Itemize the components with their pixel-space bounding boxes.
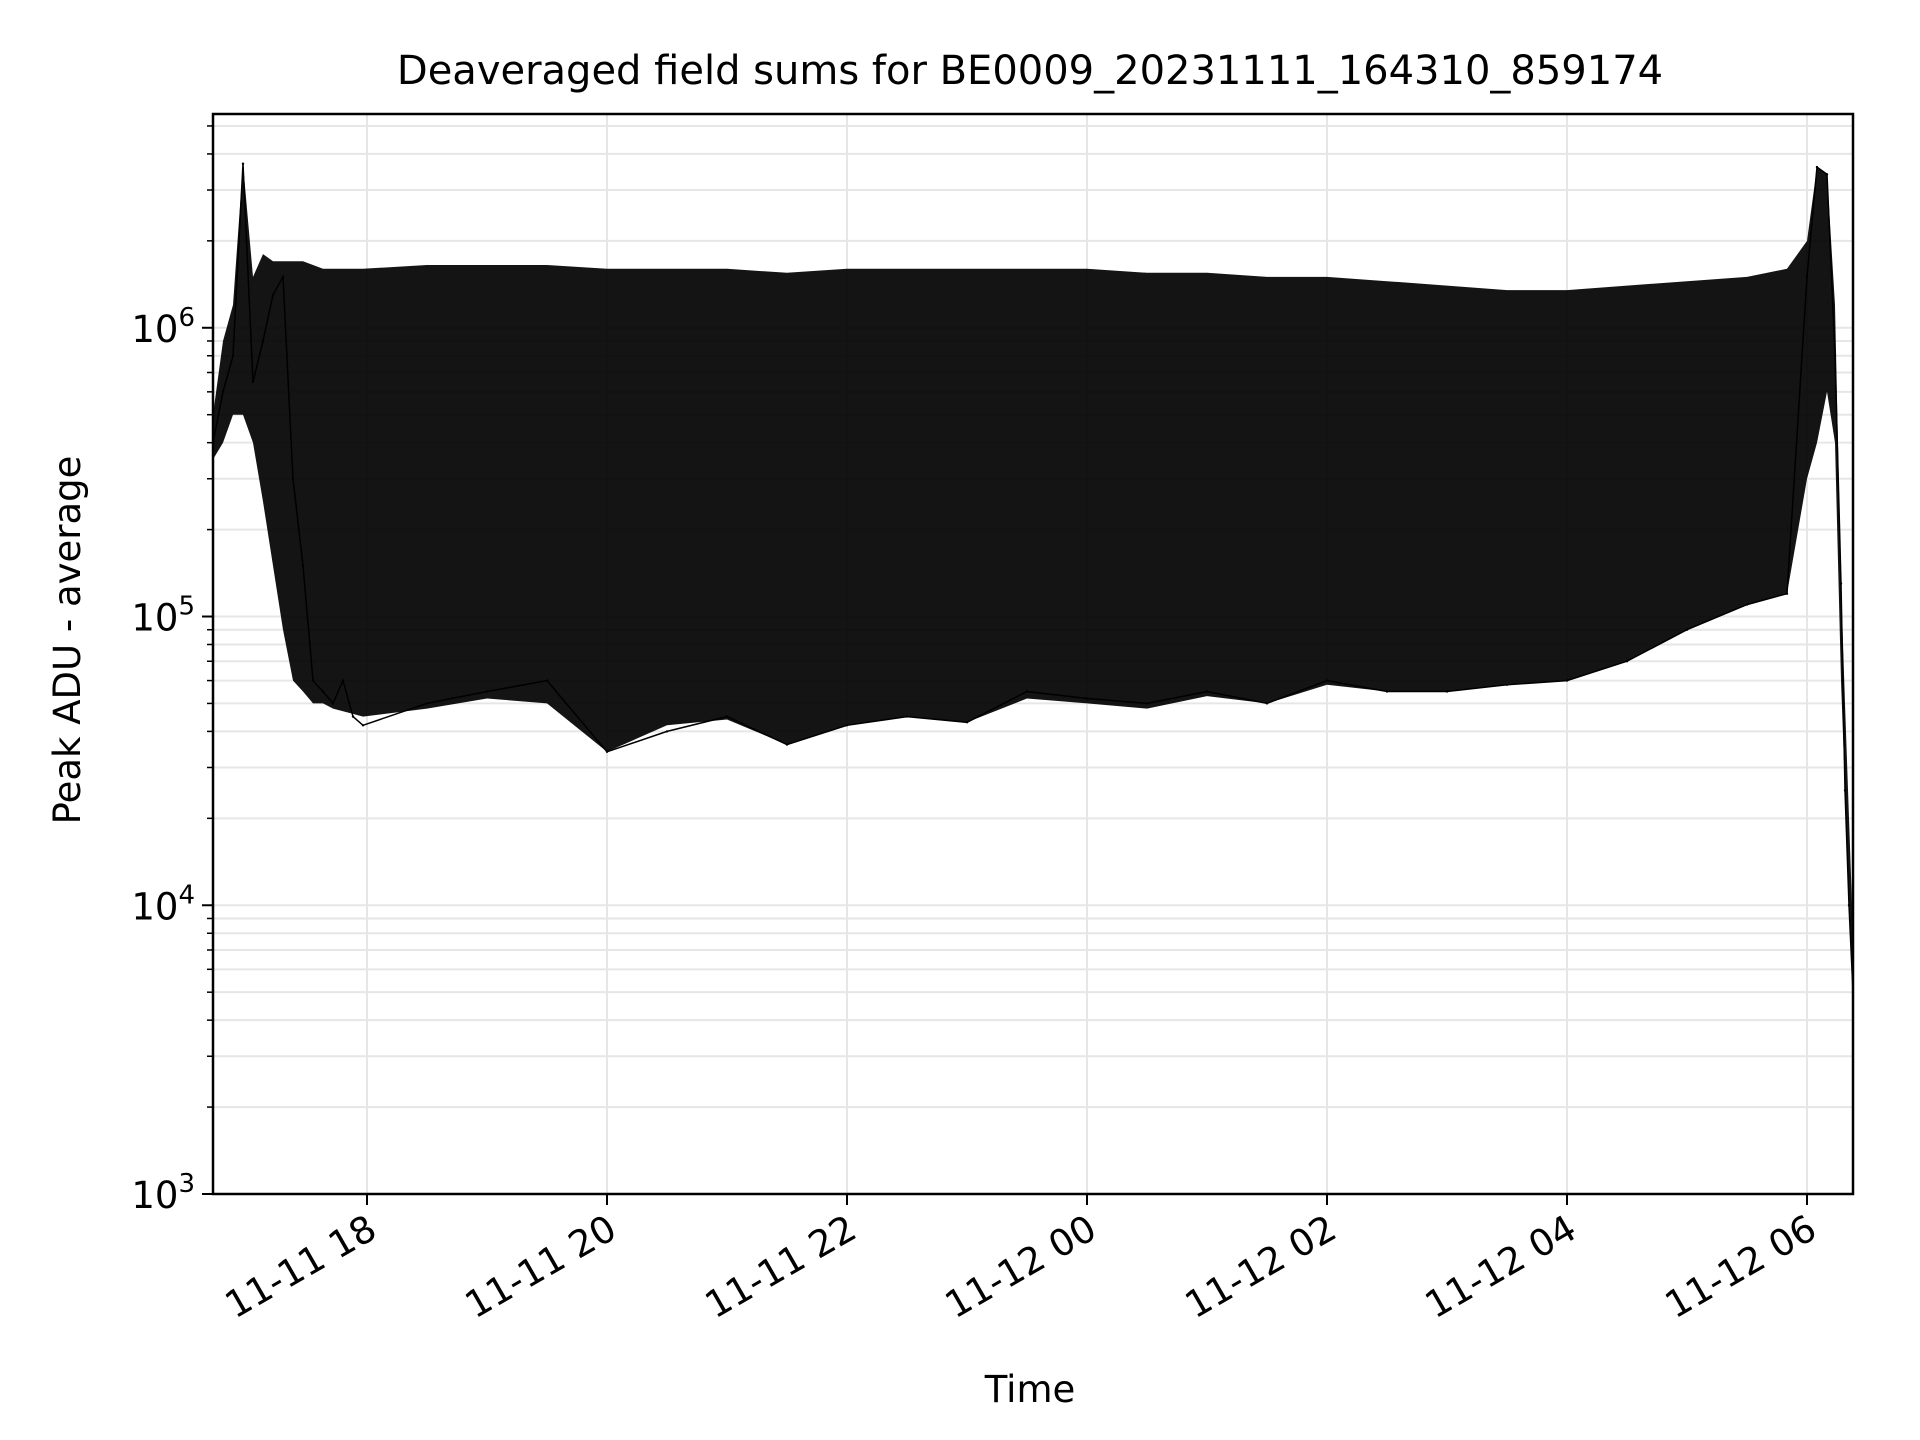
y-tick-label-exponent: 5 <box>178 592 195 622</box>
data-point <box>1833 354 1837 357</box>
data-point <box>241 162 245 165</box>
data-point <box>301 564 305 567</box>
data-point <box>725 715 729 718</box>
data-point <box>1625 660 1629 663</box>
data-point <box>965 721 969 724</box>
data-point <box>1825 173 1829 176</box>
data-point <box>485 690 489 693</box>
plot-frame <box>211 112 1855 1196</box>
chart-title: Deaveraged field sums for BE0009_2023111… <box>397 48 1663 94</box>
data-point <box>341 679 345 682</box>
data-point <box>321 690 325 693</box>
x-tick-label: 11-12 06 <box>1658 1207 1824 1327</box>
data-point <box>271 293 275 297</box>
series-envelope <box>213 163 1853 993</box>
data-point <box>1685 628 1689 631</box>
y-tick-label: 103 <box>131 1169 195 1217</box>
data-point <box>1847 904 1851 907</box>
y-tick-label-base: 10 <box>131 308 178 351</box>
data-point <box>1785 592 1789 595</box>
data-point <box>1385 690 1389 693</box>
data-point <box>1565 679 1569 682</box>
series-line <box>212 163 1854 993</box>
data-point <box>1325 679 1329 682</box>
data-point <box>221 390 225 393</box>
data-point <box>291 477 295 480</box>
data-point <box>1815 165 1819 169</box>
data-point <box>261 339 265 343</box>
data-point <box>1839 582 1843 585</box>
data-point <box>1025 690 1029 693</box>
data-point <box>845 724 849 727</box>
data-point <box>1205 690 1209 693</box>
y-tick-label-exponent: 4 <box>178 880 195 910</box>
data-point <box>785 743 789 746</box>
y-tick-label-base: 10 <box>131 885 178 928</box>
x-tick-label: 11-12 04 <box>1418 1207 1584 1327</box>
data-point <box>545 679 549 682</box>
data-point <box>281 275 285 279</box>
data-point <box>1265 702 1269 705</box>
data-point <box>251 380 255 383</box>
y-tick-label: 104 <box>131 880 195 928</box>
x-tick-label: 11-11 18 <box>218 1207 384 1327</box>
y-tick-label: 105 <box>131 592 195 640</box>
plot-area <box>211 162 1855 994</box>
y-tick-label-exponent: 6 <box>178 303 195 333</box>
x-tick-label: 11-12 02 <box>1178 1207 1344 1327</box>
data-point <box>1805 275 1809 279</box>
data-point <box>905 715 909 718</box>
x-tick-label: 11-11 20 <box>458 1207 624 1327</box>
data-point <box>665 730 669 733</box>
data-point <box>1843 789 1847 792</box>
y-tick-label: 106 <box>131 303 195 351</box>
y-tick-label-base: 10 <box>131 597 178 640</box>
data-point <box>361 724 365 727</box>
x-tick-label: 11-12 00 <box>938 1207 1104 1327</box>
data-point <box>605 750 609 753</box>
data-point <box>331 702 335 705</box>
y-axis-label: Peak ADU - average <box>46 456 89 825</box>
data-point <box>311 679 315 682</box>
data-point <box>1085 697 1089 700</box>
x-axis-label: Time <box>984 1368 1076 1411</box>
data-point <box>425 702 429 705</box>
y-tick-label-exponent: 3 <box>178 1169 195 1199</box>
x-axis: 11-11 18 11-11 20 11-11 22 11-12 00 11-12 02… <box>218 1194 1824 1327</box>
x-tick-label: 11-11 22 <box>698 1207 864 1327</box>
data-point <box>1445 690 1449 693</box>
data-point <box>1505 683 1509 686</box>
data-point <box>1145 702 1149 705</box>
y-tick-label-base: 10 <box>131 1174 178 1217</box>
data-point <box>351 715 355 718</box>
data-point <box>231 354 235 357</box>
data-point <box>1745 603 1749 606</box>
